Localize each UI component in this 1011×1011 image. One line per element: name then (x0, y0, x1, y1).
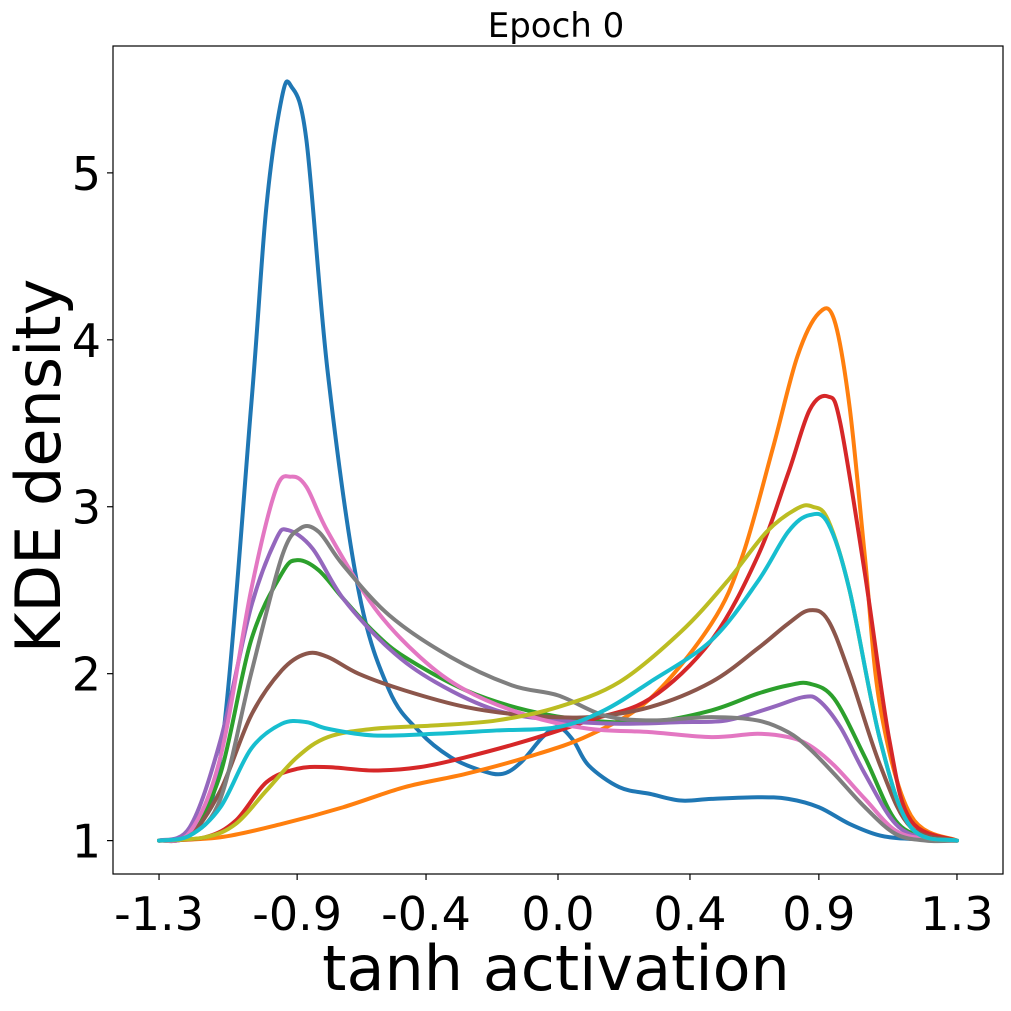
y-tick-label: 2 (72, 648, 101, 702)
y-tick-label: 1 (72, 815, 101, 869)
series-line-6 (157, 608, 959, 843)
y-tick-label: 4 (72, 314, 101, 368)
series-line-2 (157, 306, 959, 843)
y-tick-label: 3 (72, 481, 101, 535)
x-tick-label: 1.3 (920, 887, 993, 941)
x-tick-label: -1.3 (114, 887, 204, 941)
x-tick-label: 0.4 (653, 887, 726, 941)
y-axis-label: KDE density (2, 279, 75, 654)
series-line-10 (157, 511, 959, 843)
series-line-8 (157, 524, 959, 844)
series-line-7 (157, 474, 959, 844)
x-tick-label: 0.0 (521, 887, 594, 941)
series-line-4 (157, 393, 959, 843)
x-tick-label: -0.4 (381, 887, 471, 941)
series-line-3 (157, 558, 959, 843)
x-tick-label: 0.9 (782, 887, 855, 941)
chart-title: Epoch 0 (488, 6, 625, 46)
y-axis: 1 2 3 4 5 (72, 147, 113, 869)
x-tick-label: -0.9 (252, 887, 342, 941)
y-tick-label: 5 (72, 147, 101, 201)
x-axis-label: tanh activation (322, 932, 790, 1005)
series-layer (157, 79, 959, 844)
x-axis: -1.3 -0.9 -0.4 0.0 0.4 0.9 1.3 (114, 874, 994, 941)
